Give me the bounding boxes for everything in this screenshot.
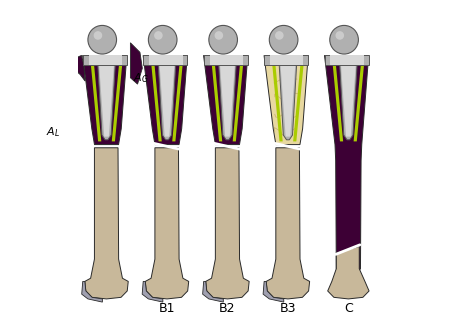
- Text: C: C: [344, 302, 353, 315]
- Polygon shape: [99, 56, 115, 137]
- Polygon shape: [264, 56, 308, 65]
- Polygon shape: [270, 56, 303, 65]
- Polygon shape: [266, 148, 310, 299]
- Polygon shape: [211, 59, 222, 142]
- Polygon shape: [130, 43, 142, 84]
- Polygon shape: [94, 56, 119, 140]
- Polygon shape: [91, 59, 101, 142]
- Polygon shape: [233, 59, 244, 142]
- Text: B2: B2: [219, 302, 236, 315]
- Polygon shape: [159, 56, 175, 137]
- Circle shape: [148, 25, 177, 54]
- Polygon shape: [204, 56, 248, 144]
- Polygon shape: [73, 56, 85, 81]
- Polygon shape: [328, 247, 369, 299]
- Polygon shape: [47, 59, 61, 91]
- Polygon shape: [340, 56, 356, 137]
- Polygon shape: [272, 59, 283, 142]
- Polygon shape: [145, 148, 189, 299]
- Polygon shape: [82, 56, 127, 144]
- Polygon shape: [354, 59, 365, 142]
- Polygon shape: [149, 56, 182, 65]
- Text: B3: B3: [280, 302, 296, 315]
- Polygon shape: [112, 59, 123, 142]
- Polygon shape: [275, 56, 301, 140]
- Polygon shape: [336, 56, 361, 140]
- Polygon shape: [89, 56, 122, 65]
- Polygon shape: [325, 56, 369, 65]
- Polygon shape: [172, 59, 183, 142]
- Circle shape: [154, 31, 163, 40]
- Text: $A_G$: $A_G$: [133, 71, 149, 85]
- Polygon shape: [210, 56, 243, 65]
- Circle shape: [209, 25, 237, 54]
- Polygon shape: [155, 56, 179, 140]
- Text: B1: B1: [159, 302, 175, 315]
- Polygon shape: [82, 56, 127, 65]
- Polygon shape: [332, 59, 343, 142]
- Circle shape: [94, 31, 102, 40]
- Circle shape: [269, 25, 298, 54]
- Polygon shape: [49, 94, 63, 122]
- Polygon shape: [85, 148, 128, 299]
- Polygon shape: [263, 282, 284, 302]
- Polygon shape: [325, 56, 369, 275]
- Polygon shape: [215, 56, 240, 140]
- Polygon shape: [293, 59, 304, 142]
- Polygon shape: [143, 56, 187, 144]
- Circle shape: [215, 31, 223, 40]
- Polygon shape: [151, 59, 162, 142]
- Polygon shape: [264, 56, 308, 144]
- Polygon shape: [206, 148, 249, 299]
- Text: $A_L$: $A_L$: [46, 125, 60, 139]
- Polygon shape: [82, 282, 102, 302]
- Circle shape: [275, 31, 283, 40]
- Polygon shape: [330, 56, 364, 65]
- Polygon shape: [142, 282, 163, 302]
- Polygon shape: [204, 56, 248, 65]
- Polygon shape: [143, 56, 187, 65]
- Polygon shape: [219, 56, 236, 137]
- Polygon shape: [202, 282, 223, 302]
- Circle shape: [330, 25, 358, 54]
- Circle shape: [336, 31, 344, 40]
- Polygon shape: [280, 56, 296, 137]
- Circle shape: [88, 25, 117, 54]
